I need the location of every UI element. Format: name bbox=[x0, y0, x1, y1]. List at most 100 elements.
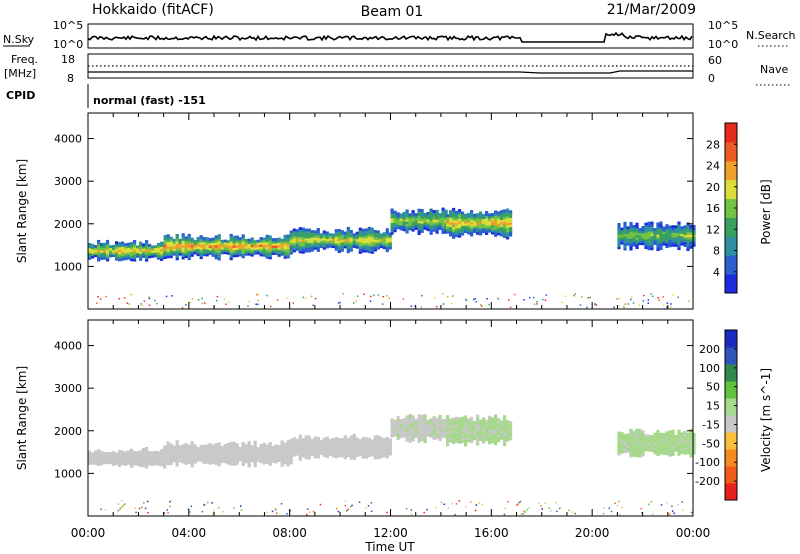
echo-cell bbox=[452, 424, 456, 428]
speckle bbox=[171, 295, 173, 297]
echo-cell bbox=[420, 417, 424, 420]
echo-cell bbox=[280, 447, 284, 451]
cpid-label: CPID bbox=[6, 89, 35, 102]
echo-cell bbox=[441, 423, 445, 427]
echo-cell bbox=[370, 444, 374, 447]
echo-cell bbox=[399, 430, 403, 434]
echo-cell bbox=[259, 246, 263, 250]
echo-cell bbox=[617, 237, 621, 240]
echo-cell bbox=[429, 227, 433, 231]
echo-cell bbox=[193, 449, 197, 452]
echo-cell bbox=[88, 250, 92, 253]
speckle bbox=[436, 305, 438, 308]
echo-cell bbox=[641, 449, 645, 452]
echo-cell bbox=[408, 418, 412, 422]
echo-cell bbox=[479, 220, 483, 224]
echo-cell bbox=[211, 239, 215, 243]
echo-cell bbox=[262, 454, 266, 458]
echo-cell bbox=[169, 243, 173, 247]
colorbar-tick-label: -100 bbox=[695, 456, 720, 469]
echo-cell bbox=[103, 451, 107, 455]
echo-cell bbox=[346, 243, 350, 247]
speckle bbox=[128, 303, 130, 305]
echo-cell bbox=[181, 237, 185, 241]
echo-cell bbox=[370, 246, 374, 250]
echo-cell bbox=[337, 454, 341, 458]
echo-cell bbox=[629, 245, 633, 249]
echo-cell bbox=[136, 451, 140, 455]
echo-cell bbox=[388, 448, 392, 451]
echo-cell bbox=[417, 419, 421, 422]
echo-cell bbox=[178, 238, 182, 242]
speckle bbox=[410, 305, 412, 307]
y-tick-label: 1000 bbox=[54, 260, 82, 273]
echo-cell bbox=[479, 424, 483, 428]
echo-cell bbox=[199, 444, 203, 448]
echo-cell bbox=[322, 444, 326, 448]
echo-cell bbox=[256, 239, 260, 243]
echo-cell bbox=[449, 434, 453, 438]
echo-cell bbox=[379, 448, 383, 452]
echo-cell bbox=[217, 255, 221, 259]
echo-cell bbox=[166, 453, 170, 456]
echo-cell bbox=[355, 241, 359, 244]
echo-cell bbox=[361, 245, 365, 249]
echo-cell bbox=[506, 227, 510, 231]
echo-cell bbox=[494, 426, 498, 429]
echo-cell bbox=[497, 218, 501, 222]
echo-cell bbox=[683, 232, 687, 236]
echo-cell bbox=[491, 426, 495, 430]
echo-cell bbox=[491, 222, 495, 226]
echo-cell bbox=[241, 236, 245, 240]
echo-cell bbox=[393, 227, 397, 230]
echo-cell bbox=[322, 235, 326, 239]
echo-cell bbox=[310, 441, 314, 445]
colorbar-swatch bbox=[725, 255, 737, 275]
echo-cell bbox=[235, 242, 239, 246]
echo-cell bbox=[349, 237, 353, 240]
echo-cell bbox=[494, 440, 498, 444]
echo-cell bbox=[461, 228, 465, 231]
echo-cell bbox=[286, 255, 290, 259]
echo-cell bbox=[485, 211, 489, 214]
echo-cell bbox=[244, 243, 248, 247]
echo-cell bbox=[476, 428, 480, 432]
echo-cell bbox=[373, 451, 377, 455]
echo-cell bbox=[283, 447, 287, 451]
speckle bbox=[257, 299, 259, 302]
echo-cell bbox=[286, 449, 290, 453]
echo-cell bbox=[629, 240, 633, 244]
echo-band bbox=[163, 233, 293, 261]
echo-cell bbox=[662, 226, 666, 230]
echo-cell bbox=[208, 249, 212, 253]
echo-cell bbox=[283, 459, 287, 463]
speckle bbox=[481, 503, 484, 506]
echo-cell bbox=[638, 438, 642, 442]
echo-cell bbox=[461, 419, 465, 422]
echo-cell bbox=[277, 447, 281, 451]
echo-cell bbox=[283, 248, 287, 252]
echo-cell bbox=[629, 447, 633, 451]
speckle bbox=[473, 298, 475, 301]
echo-cell bbox=[169, 253, 173, 256]
echo-cell bbox=[235, 455, 239, 458]
echo-cell bbox=[668, 430, 672, 434]
echo-cell bbox=[238, 449, 242, 452]
echo-cell bbox=[340, 445, 344, 449]
echo-cell bbox=[662, 442, 666, 446]
echo-cell bbox=[494, 226, 498, 230]
echo-cell bbox=[506, 422, 510, 426]
freq-trace bbox=[88, 70, 693, 74]
echo-cell bbox=[458, 209, 462, 212]
echo-cell bbox=[361, 240, 365, 244]
echo-cell bbox=[370, 448, 374, 452]
echo-cell bbox=[277, 449, 281, 453]
echo-cell bbox=[686, 236, 690, 240]
echo-cell bbox=[166, 234, 170, 238]
speckle bbox=[435, 506, 437, 509]
echo-cell bbox=[396, 224, 400, 227]
echo-cell bbox=[337, 449, 341, 453]
echo-cell bbox=[307, 244, 311, 248]
echo-cell bbox=[229, 446, 233, 450]
echo-cell bbox=[217, 238, 221, 242]
